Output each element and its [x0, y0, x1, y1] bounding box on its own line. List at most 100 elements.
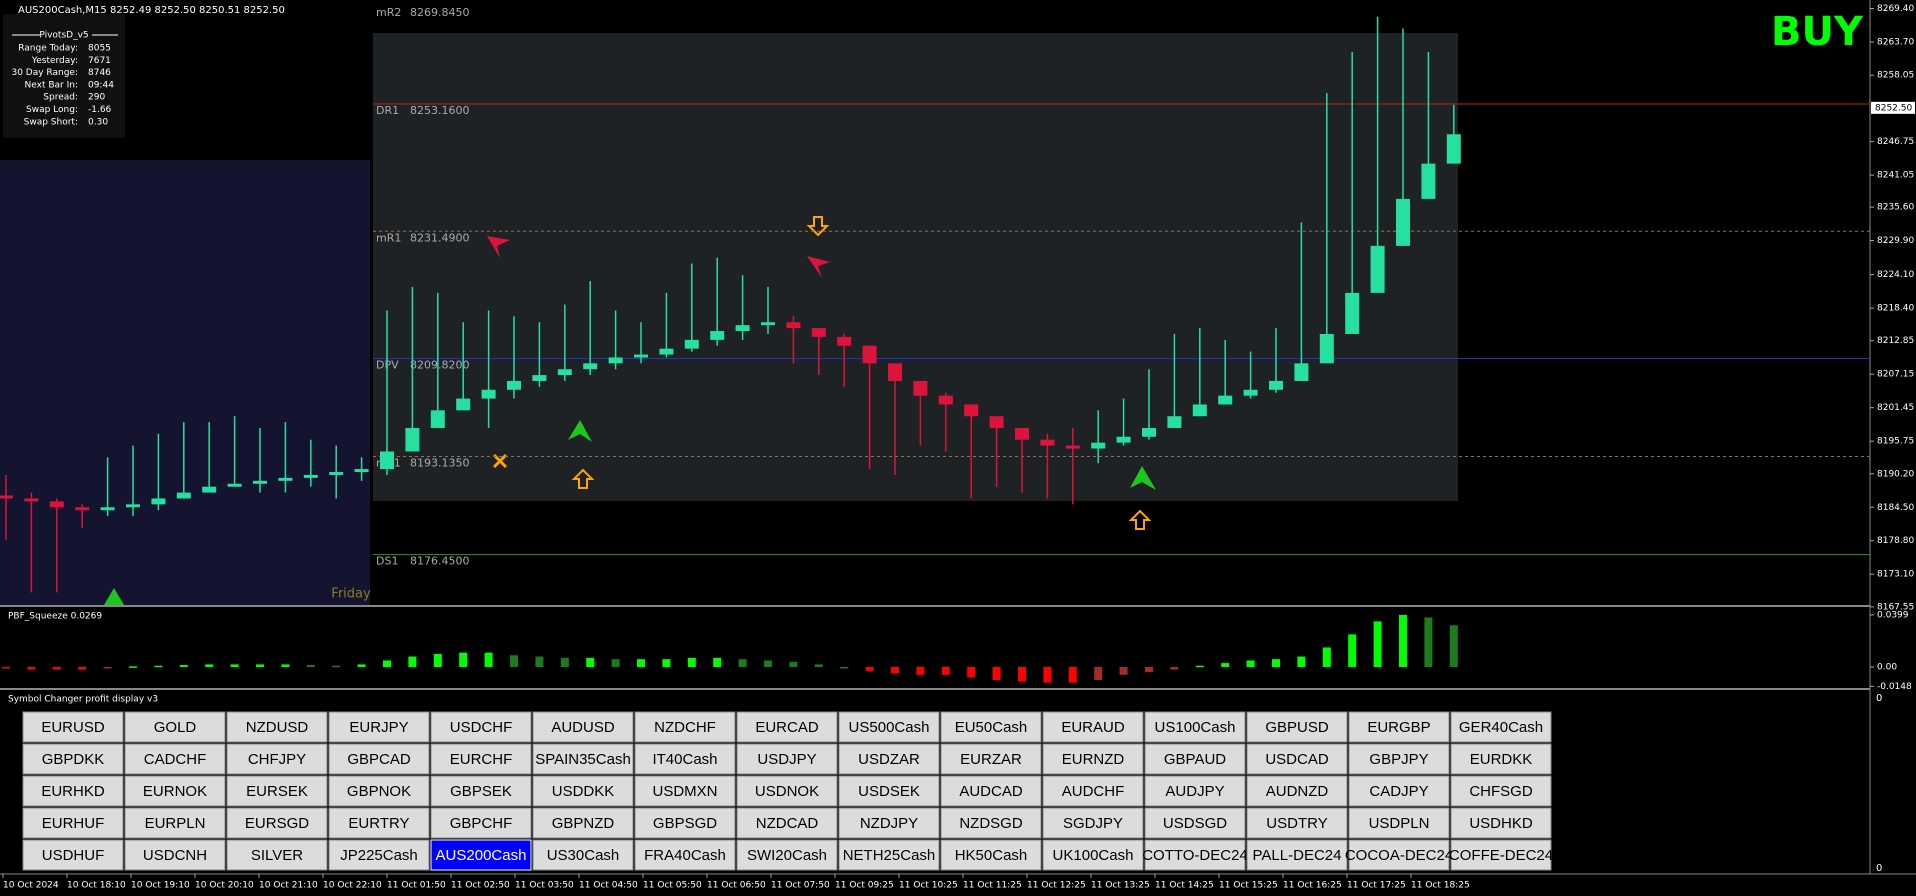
symbol-button[interactable]: AUDNZD	[1246, 775, 1348, 807]
symbol-button[interactable]: AUDCAD	[940, 775, 1042, 807]
button-label: USDCAD	[1265, 751, 1329, 768]
symbol-button[interactable]: CADCHF	[124, 743, 226, 775]
histogram-bar	[332, 665, 341, 668]
button-label: EU50Cash	[955, 719, 1028, 736]
symbol-button[interactable]: NZDUSD	[226, 711, 328, 743]
button-face	[736, 839, 838, 871]
symbol-button[interactable]: EURAUD	[1042, 711, 1144, 743]
symbol-button[interactable]: USDHKD	[1450, 807, 1552, 839]
symbol-button[interactable]: USDDKK	[532, 775, 634, 807]
button-face	[1348, 711, 1450, 743]
symbol-button[interactable]: EURSEK	[226, 775, 328, 807]
symbol-button[interactable]: USDTRY	[1246, 807, 1348, 839]
pivot-value: 8176.4500	[410, 555, 470, 568]
symbol-button[interactable]: GBPCAD	[328, 743, 430, 775]
symbol-button[interactable]: GBPDKK	[22, 743, 124, 775]
button-label: NZDUSD	[246, 719, 309, 736]
symbol-button[interactable]: EURHKD	[22, 775, 124, 807]
symbol-button[interactable]: CHFJPY	[226, 743, 328, 775]
symbol-button[interactable]: GER40Cash	[1450, 711, 1552, 743]
symbol-button[interactable]: US500Cash	[838, 711, 940, 743]
symbol-button[interactable]: USDSEK	[838, 775, 940, 807]
symbol-button[interactable]: AUS200Cash	[430, 839, 532, 871]
symbol-button[interactable]: UK100Cash	[1042, 839, 1144, 871]
symbol-button[interactable]: EURPLN	[124, 807, 226, 839]
symbol-button[interactable]: USDNOK	[736, 775, 838, 807]
symbol-button[interactable]: CADJPY	[1348, 775, 1450, 807]
symbol-button[interactable]: EURNZD	[1042, 743, 1144, 775]
button-face	[1246, 839, 1348, 871]
symbol-button[interactable]: NZDJPY	[838, 807, 940, 839]
symbol-button[interactable]: SILVER	[226, 839, 328, 871]
symbol-button[interactable]: GBPNOK	[328, 775, 430, 807]
symbol-button[interactable]: GBPNZD	[532, 807, 634, 839]
info-value: 7671	[88, 56, 111, 66]
symbol-button[interactable]: GOLD	[124, 711, 226, 743]
symbol-button[interactable]: US100Cash	[1144, 711, 1246, 743]
symbol-button[interactable]: EURSGD	[226, 807, 328, 839]
symbol-button[interactable]: PALL-DEC24	[1246, 839, 1348, 871]
symbol-button[interactable]: EURCHF	[430, 743, 532, 775]
symbol-button[interactable]: FRA40Cash	[634, 839, 736, 871]
symbol-button[interactable]: HK50Cash	[940, 839, 1042, 871]
symbol-button[interactable]: EURUSD	[22, 711, 124, 743]
symbol-button[interactable]: COFFE-DEC24	[1449, 839, 1553, 871]
button-label: EURHKD	[41, 783, 105, 800]
symbol-button[interactable]: COTTO-DEC24	[1142, 839, 1248, 871]
symbol-button[interactable]: EURTRY	[328, 807, 430, 839]
symbol-button[interactable]: GBPUSD	[1246, 711, 1348, 743]
symbol-button[interactable]: AUDUSD	[532, 711, 634, 743]
button-face	[1450, 743, 1552, 775]
symbol-button[interactable]: USDCNH	[124, 839, 226, 871]
symbol-button[interactable]: NZDCAD	[736, 807, 838, 839]
symbol-button[interactable]: EURNOK	[124, 775, 226, 807]
symbol-button[interactable]: USDCAD	[1246, 743, 1348, 775]
symbol-button[interactable]: GBPJPY	[1348, 743, 1450, 775]
button-face	[22, 839, 124, 871]
symbol-button[interactable]: EURHUF	[22, 807, 124, 839]
x-tick-label: 11 Oct 15:25	[1219, 881, 1278, 891]
button-label: USDTRY	[1266, 815, 1327, 832]
y-tick-label: 8258.05	[1877, 71, 1914, 81]
symbol-button[interactable]: US30Cash	[532, 839, 634, 871]
symbol-button[interactable]: EURDKK	[1450, 743, 1552, 775]
candle-body	[735, 325, 750, 332]
symbol-button[interactable]: USDPLN	[1348, 807, 1450, 839]
symbol-button[interactable]: USDJPY	[736, 743, 838, 775]
symbol-button[interactable]: NZDSGD	[940, 807, 1042, 839]
symbol-button[interactable]: SGDJPY	[1042, 807, 1144, 839]
symbol-button[interactable]: USDCHF	[430, 711, 532, 743]
symbol-button[interactable]: GBPCHF	[430, 807, 532, 839]
button-face	[1348, 839, 1450, 871]
x-tick-label: 11 Oct 07:50	[771, 881, 830, 891]
symbol-button[interactable]: EURJPY	[328, 711, 430, 743]
histogram-bar	[129, 666, 137, 668]
candle-body	[1243, 389, 1258, 396]
symbol-button[interactable]: USDZAR	[838, 743, 940, 775]
symbol-button[interactable]: SPAIN35Cash	[532, 743, 634, 775]
symbol-button[interactable]: COCOA-DEC24	[1345, 839, 1453, 871]
symbol-button[interactable]: EURCAD	[736, 711, 838, 743]
symbol-button[interactable]: NETH25Cash	[838, 839, 940, 871]
symbol-button[interactable]: EU50Cash	[940, 711, 1042, 743]
symbol-button[interactable]: GBPSEK	[430, 775, 532, 807]
button-label: GBPNZD	[552, 815, 615, 832]
symbol-button[interactable]: EURZAR	[940, 743, 1042, 775]
symbol-button[interactable]: GBPSGD	[634, 807, 736, 839]
symbol-button[interactable]: AUDJPY	[1144, 775, 1246, 807]
symbol-button[interactable]: NZDCHF	[634, 711, 736, 743]
histogram-bar	[1195, 665, 1204, 668]
histogram-bar	[1246, 660, 1255, 667]
symbol-button[interactable]: SWI20Cash	[736, 839, 838, 871]
symbol-button[interactable]: EURGBP	[1348, 711, 1450, 743]
symbol-button[interactable]: USDMXN	[634, 775, 736, 807]
info-label: Next Bar In:	[25, 80, 78, 90]
symbol-button[interactable]: IT40Cash	[634, 743, 736, 775]
symbol-button[interactable]: AUDCHF	[1042, 775, 1144, 807]
symbol-button[interactable]: USDSGD	[1144, 807, 1246, 839]
symbol-button[interactable]: GBPAUD	[1144, 743, 1246, 775]
symbol-button[interactable]: JP225Cash	[328, 839, 430, 871]
symbol-button[interactable]: CHFSGD	[1450, 775, 1552, 807]
candle-body	[1396, 198, 1410, 246]
symbol-button[interactable]: USDHUF	[22, 839, 124, 871]
